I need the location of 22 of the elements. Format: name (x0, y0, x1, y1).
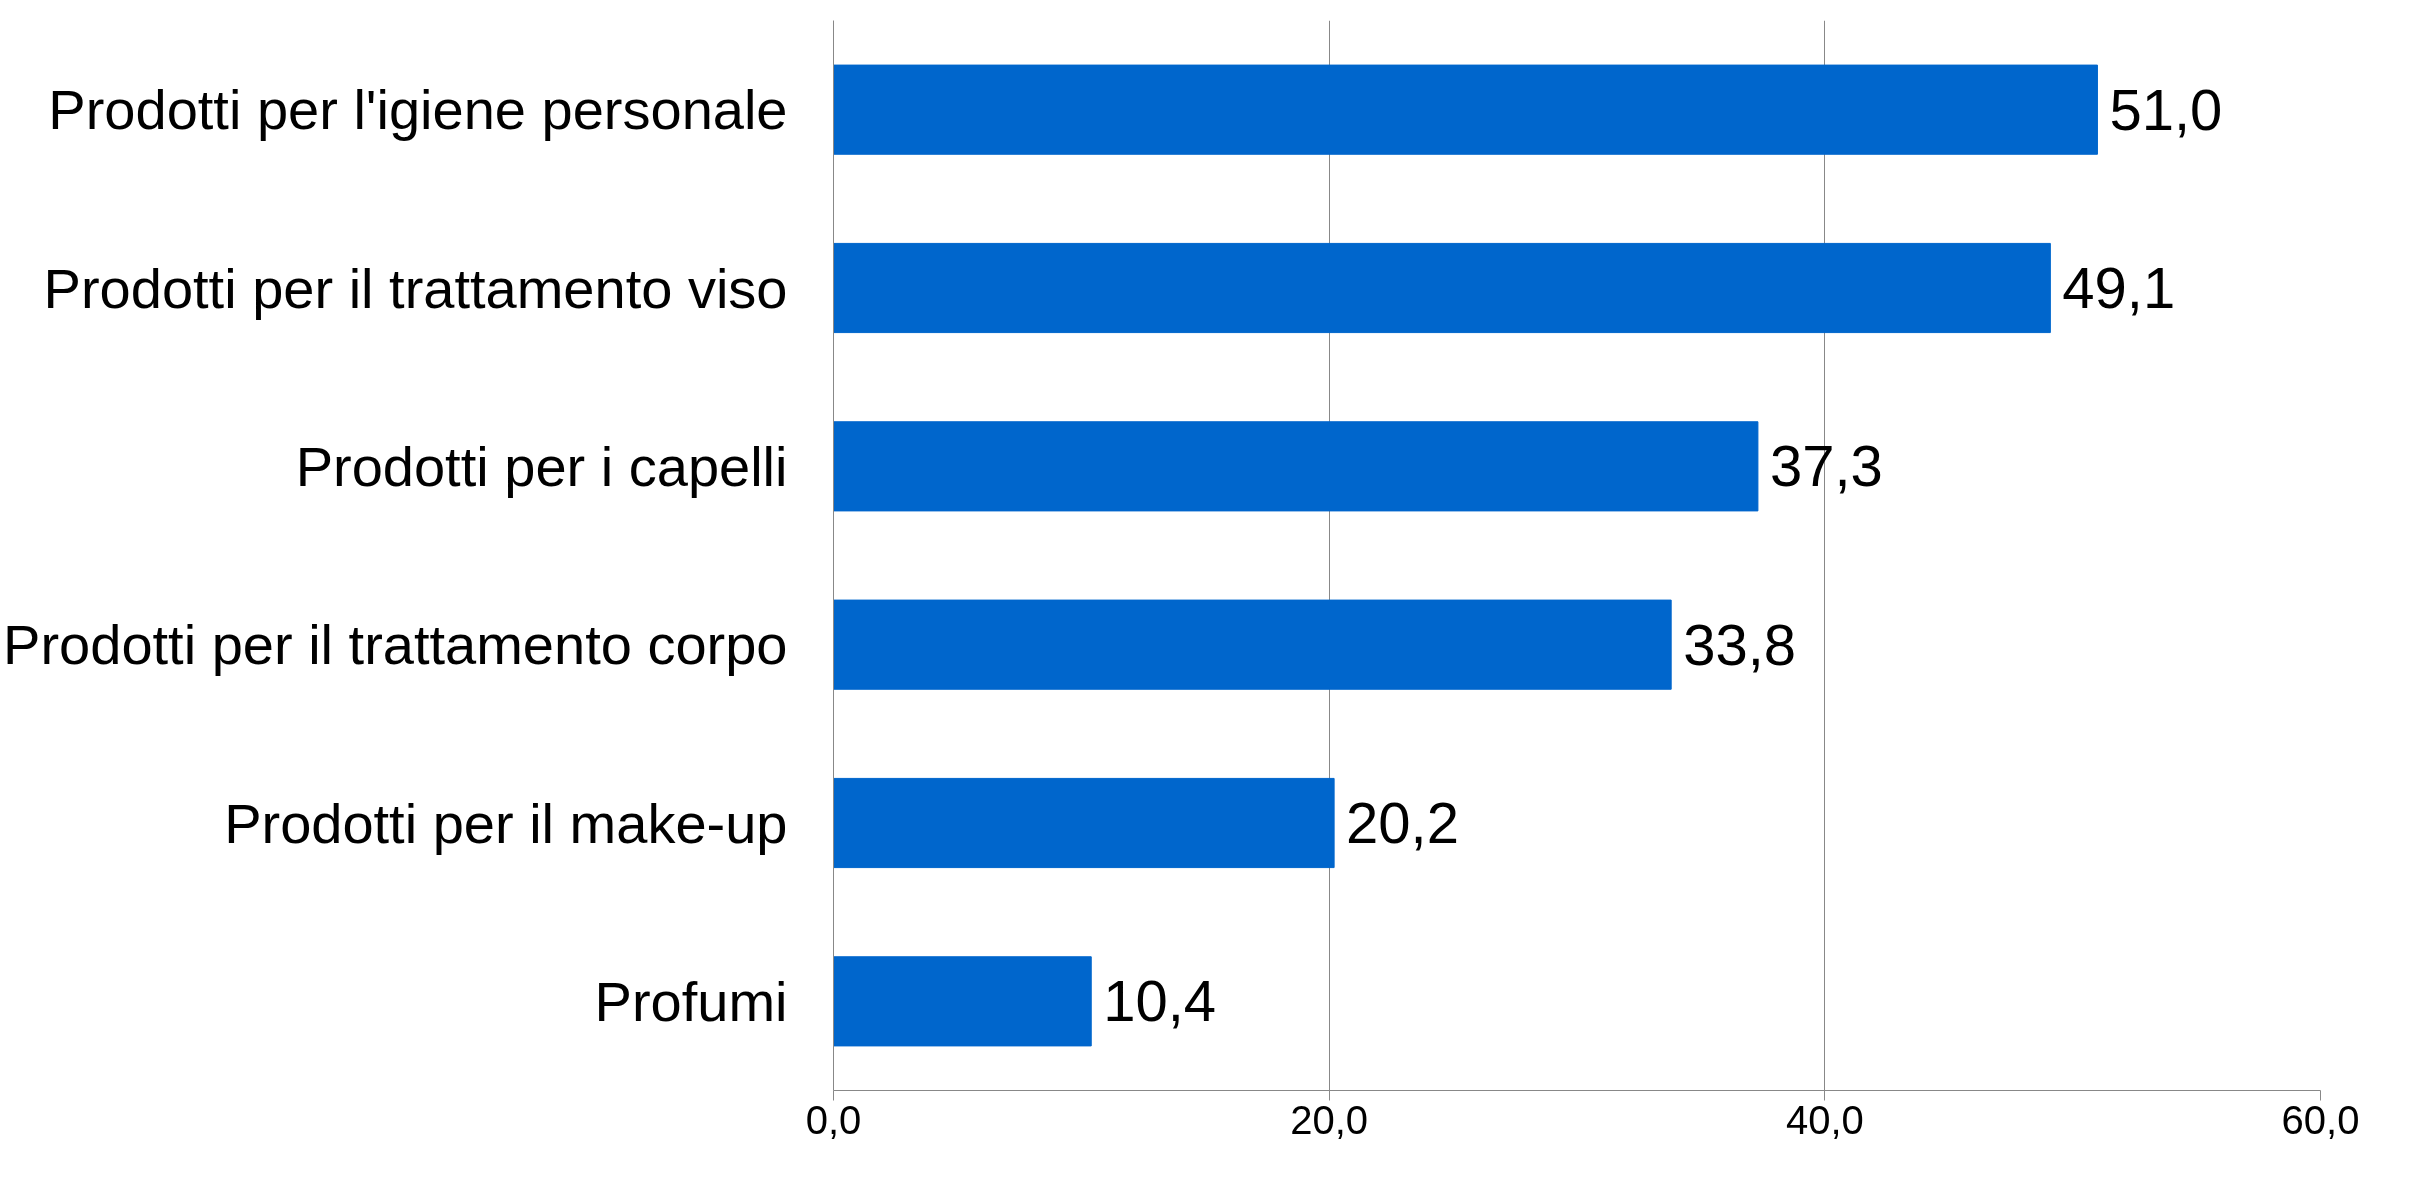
y-tick-label: Profumi (594, 969, 788, 1033)
bar (833, 421, 1759, 512)
bar (833, 777, 1335, 869)
data-label: 49,1 (2062, 255, 2176, 320)
bar (833, 956, 1092, 1047)
data-label: 20,2 (1346, 790, 1460, 855)
x-tick-label: 40,0 (1785, 1097, 1864, 1142)
x-tick-label: 0,0 (805, 1097, 862, 1142)
y-tick-label: Prodotti per il trattamento viso (43, 256, 788, 320)
x-tick-label: 20,0 (1290, 1097, 1369, 1142)
data-label: 33,8 (1683, 611, 1797, 677)
y-tick-label: Prodotti per l'igiene personale (48, 78, 788, 142)
y-tick-label: Prodotti per il make-up (224, 791, 788, 855)
bar (833, 599, 1672, 690)
x-tick-label: 60,0 (2281, 1097, 2360, 1142)
data-label: 10,4 (1103, 968, 1217, 1034)
data-label: 51,0 (2109, 76, 2223, 142)
bar (833, 242, 2051, 334)
y-tick-label: Prodotti per i capelli (295, 434, 788, 498)
bar (833, 64, 2098, 155)
y-tick-label: Prodotti per il trattamento corpo (3, 613, 788, 677)
data-label: 37,3 (1769, 433, 1883, 499)
